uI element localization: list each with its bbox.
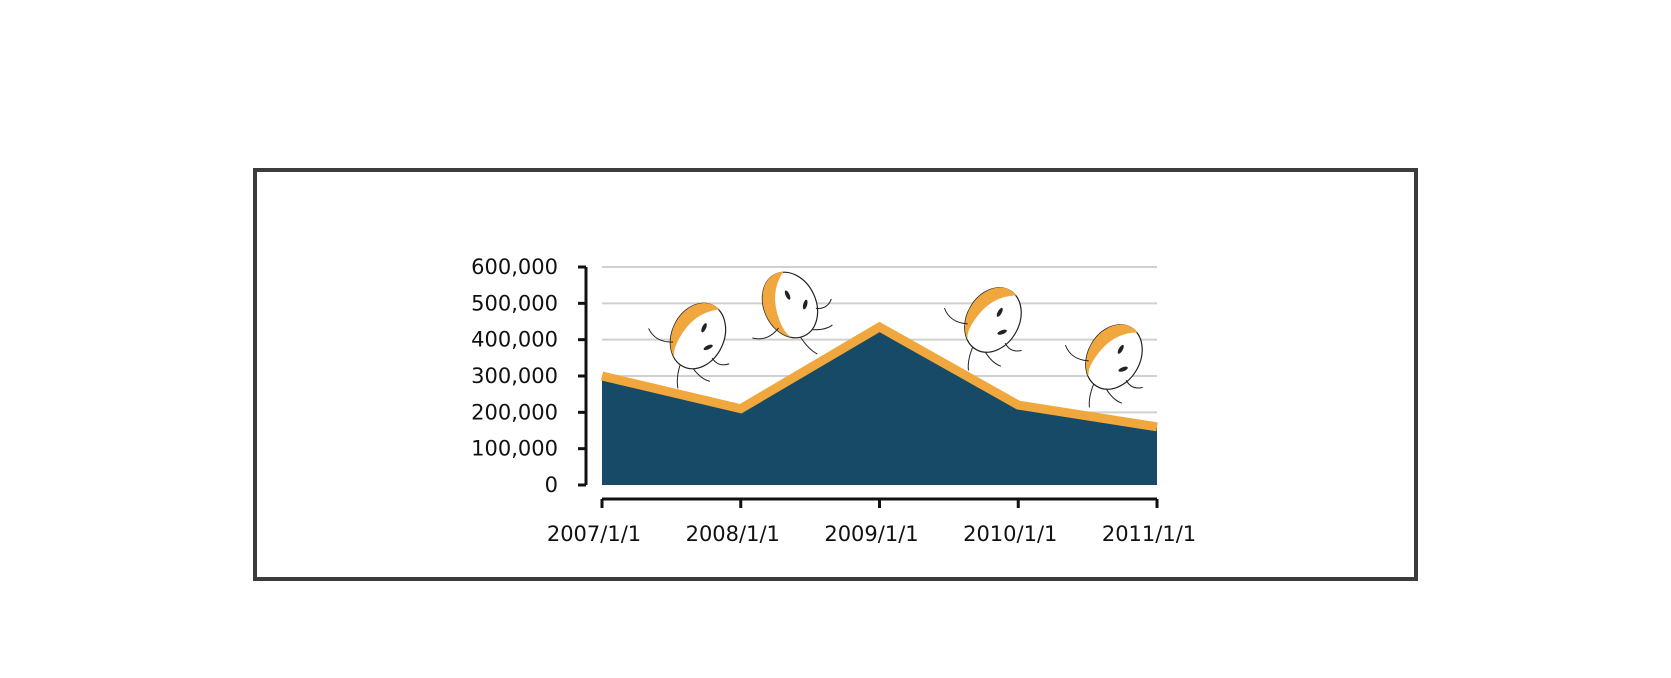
x-tick-label: 2010/1/1 [963, 522, 1057, 546]
y-tick-label: 500,000 [471, 291, 558, 315]
x-tick-label: 2007/1/1 [547, 522, 641, 546]
x-tick-label: 2009/1/1 [824, 522, 918, 546]
x-tick-label: 2011/1/1 [1102, 522, 1196, 546]
y-tick-label: 400,000 [471, 328, 558, 352]
running-egg-character-icon [1064, 324, 1143, 408]
running-egg-character-icon [752, 271, 833, 355]
y-tick-label: 0 [545, 473, 558, 497]
x-tick-label: 2008/1/1 [686, 522, 780, 546]
running-egg-character-icon [943, 287, 1022, 371]
y-tick-label: 300,000 [471, 364, 558, 388]
y-tick-label: 600,000 [471, 255, 558, 279]
running-egg-character-icon [648, 302, 730, 389]
area-fill [602, 326, 1157, 485]
y-tick-label: 100,000 [471, 437, 558, 461]
y-tick-label: 200,000 [471, 400, 558, 424]
